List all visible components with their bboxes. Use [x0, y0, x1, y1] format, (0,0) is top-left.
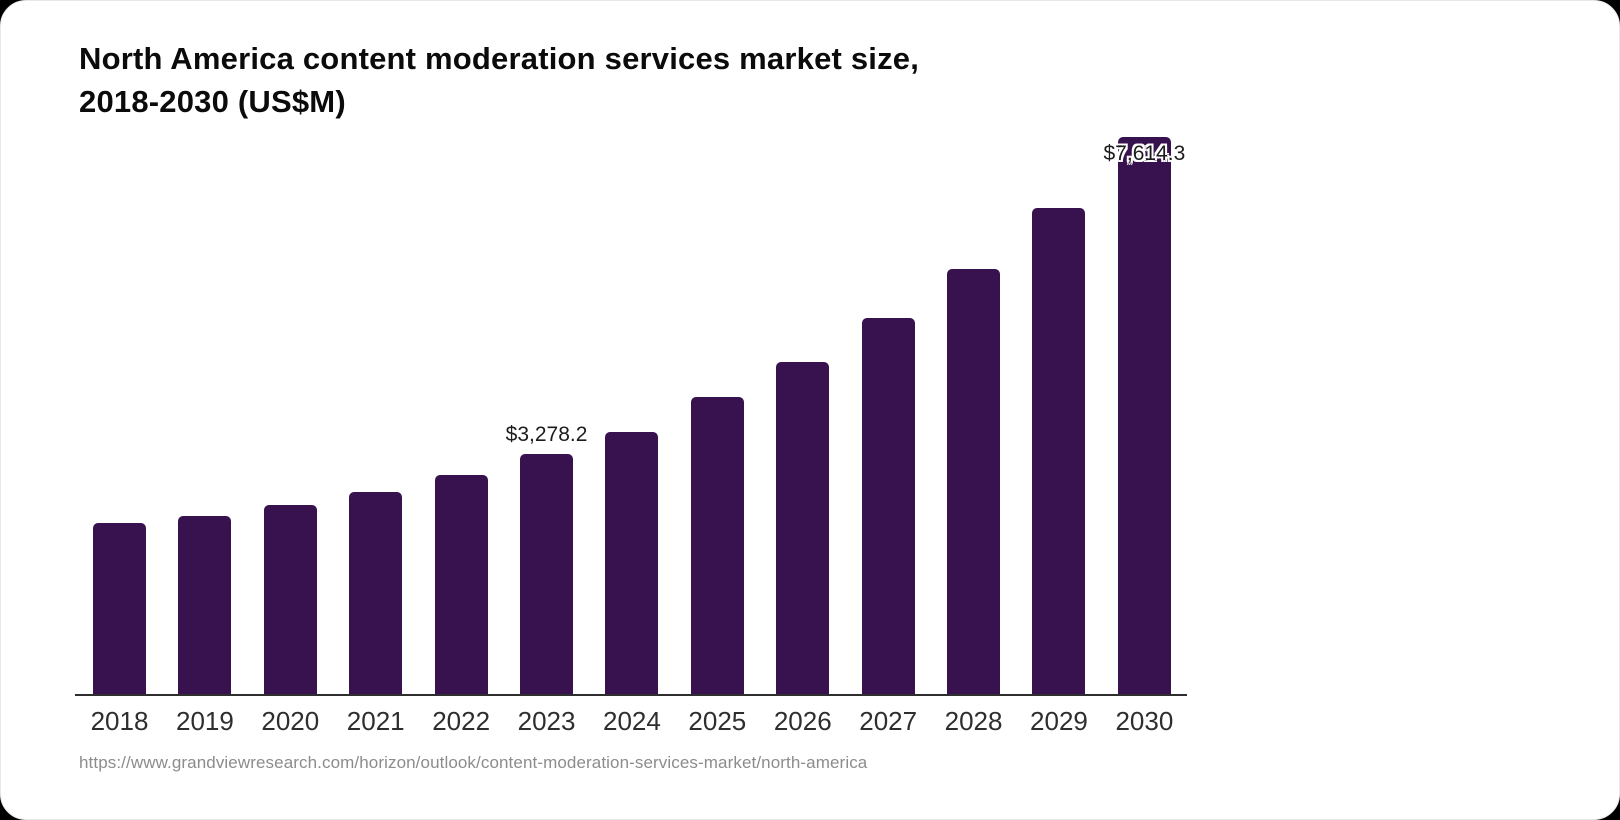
page-title: North America content moderation service… [79, 37, 1089, 123]
x-axis-label: 2029 [1030, 706, 1088, 736]
x-axis-label: 2023 [517, 706, 576, 736]
bar-column [77, 137, 162, 694]
x-axis-line [75, 694, 1187, 696]
chart-bar [263, 505, 317, 694]
x-axis-label: 2022 [432, 706, 491, 736]
bar-column [419, 137, 504, 694]
chart-bar [1032, 208, 1086, 694]
x-axis-label: 2020 [261, 706, 320, 736]
x-axis-label: 2019 [175, 706, 234, 736]
bar-column: $7,614.3 [1102, 137, 1187, 694]
bar-column [162, 137, 247, 694]
chart-bar [1117, 137, 1171, 694]
bar-column [589, 137, 674, 694]
bar-column [931, 137, 1016, 694]
bar-column [333, 137, 418, 694]
page-title-line1: North America content moderation service… [79, 41, 920, 76]
bar-value-label: $3,278.2 [505, 423, 588, 446]
chart-bar [520, 454, 574, 694]
x-axis-label: 2018 [90, 706, 149, 736]
chart-bar [178, 516, 232, 694]
chart-bar [93, 523, 146, 694]
x-axis-label: 2028 [944, 706, 1003, 736]
bar-column [675, 137, 760, 694]
page-title-line2: 2018-2030 (US$M) [79, 84, 346, 119]
x-axis-label: 2030 [1115, 706, 1174, 736]
bar-column [846, 137, 931, 694]
bar-column [760, 137, 845, 694]
x-axis-label: 2026 [773, 706, 832, 736]
bar-column [248, 137, 333, 694]
chart-bar [690, 397, 744, 694]
chart-bar [947, 269, 1001, 694]
x-axis-label: 2027 [859, 706, 918, 736]
bar-value-label: $7,614.3 [1103, 142, 1186, 165]
plot-area: $3,278.2 $7,614.3 [77, 137, 1187, 694]
chart-bar [776, 362, 830, 694]
chart-bar [349, 492, 403, 694]
bar-column [1016, 137, 1101, 694]
x-axis-labels: 2018 2019 2020 2021 2022 2023 2024 2025 2026 2027… [77, 706, 1187, 737]
x-axis-label: 2021 [346, 706, 405, 736]
x-axis-label: 2024 [603, 706, 661, 736]
bar-column: $3,278.2 [504, 137, 589, 694]
chart-bar [861, 318, 915, 694]
source-url: https://www.grandviewresearch.com/horizo… [79, 753, 868, 772]
x-axis-label: 2025 [688, 706, 747, 736]
chart-bar [605, 432, 659, 694]
chart-bar [434, 475, 488, 694]
